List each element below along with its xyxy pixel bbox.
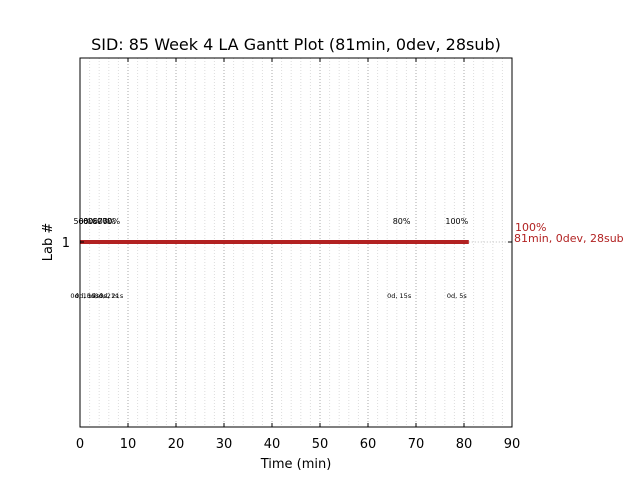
progress-percent-label: 60% <box>93 217 111 226</box>
x-axis-label: Time (min) <box>260 457 332 472</box>
x-tick-label: 10 <box>120 437 137 452</box>
deviation-submission-label: 0d, 15s <box>70 292 95 300</box>
x-tick-label: 40 <box>264 437 281 452</box>
deviation-submission-label: 0d, 15s <box>387 292 412 300</box>
y-axis-label: Lab # <box>41 223 56 262</box>
progress-percent-label: 80% <box>393 217 411 226</box>
bar-end-label-percent: 100% <box>515 221 546 234</box>
progress-percent-label: 70% <box>98 217 116 226</box>
bar-layer <box>80 240 512 244</box>
y-tick-label: 1 <box>62 236 70 251</box>
x-tick-label: 20 <box>168 437 185 452</box>
x-tick-label: 50 <box>312 437 329 452</box>
x-tick-label: 70 <box>408 437 425 452</box>
x-tick-label: 0 <box>76 437 84 452</box>
progress-percent-label: 60% <box>78 217 96 226</box>
deviation-submission-label: 0d, 15s <box>75 292 100 300</box>
x-tick-label: 60 <box>360 437 377 452</box>
progress-percent-label: 70% <box>102 217 120 226</box>
axis-ticks: 0 10 20 30 40 50 60 70 80 90 1 <box>62 58 521 452</box>
bar-end-label-summary: 81min, 0dev, 28sub <box>514 232 624 245</box>
x-tick-label: 80 <box>456 437 473 452</box>
progress-percent-label: 60% <box>83 217 101 226</box>
progress-percent-label: 50% <box>74 217 92 226</box>
chart-title: SID: 85 Week 4 LA Gantt Plot (81min, 0de… <box>91 35 501 54</box>
deviation-submission-label: 0d, 21s <box>99 292 124 300</box>
deviation-submission-label: 0d, 5s <box>447 292 468 300</box>
deviation-submission-label: 0d, 3s <box>87 292 108 300</box>
progress-percent-label: 100% <box>445 217 468 226</box>
deviation-submission-label: 0d, 21s <box>94 292 119 300</box>
gantt-bar <box>80 240 469 244</box>
x-tick-label: 90 <box>504 437 521 452</box>
x-tick-label: 30 <box>216 437 233 452</box>
